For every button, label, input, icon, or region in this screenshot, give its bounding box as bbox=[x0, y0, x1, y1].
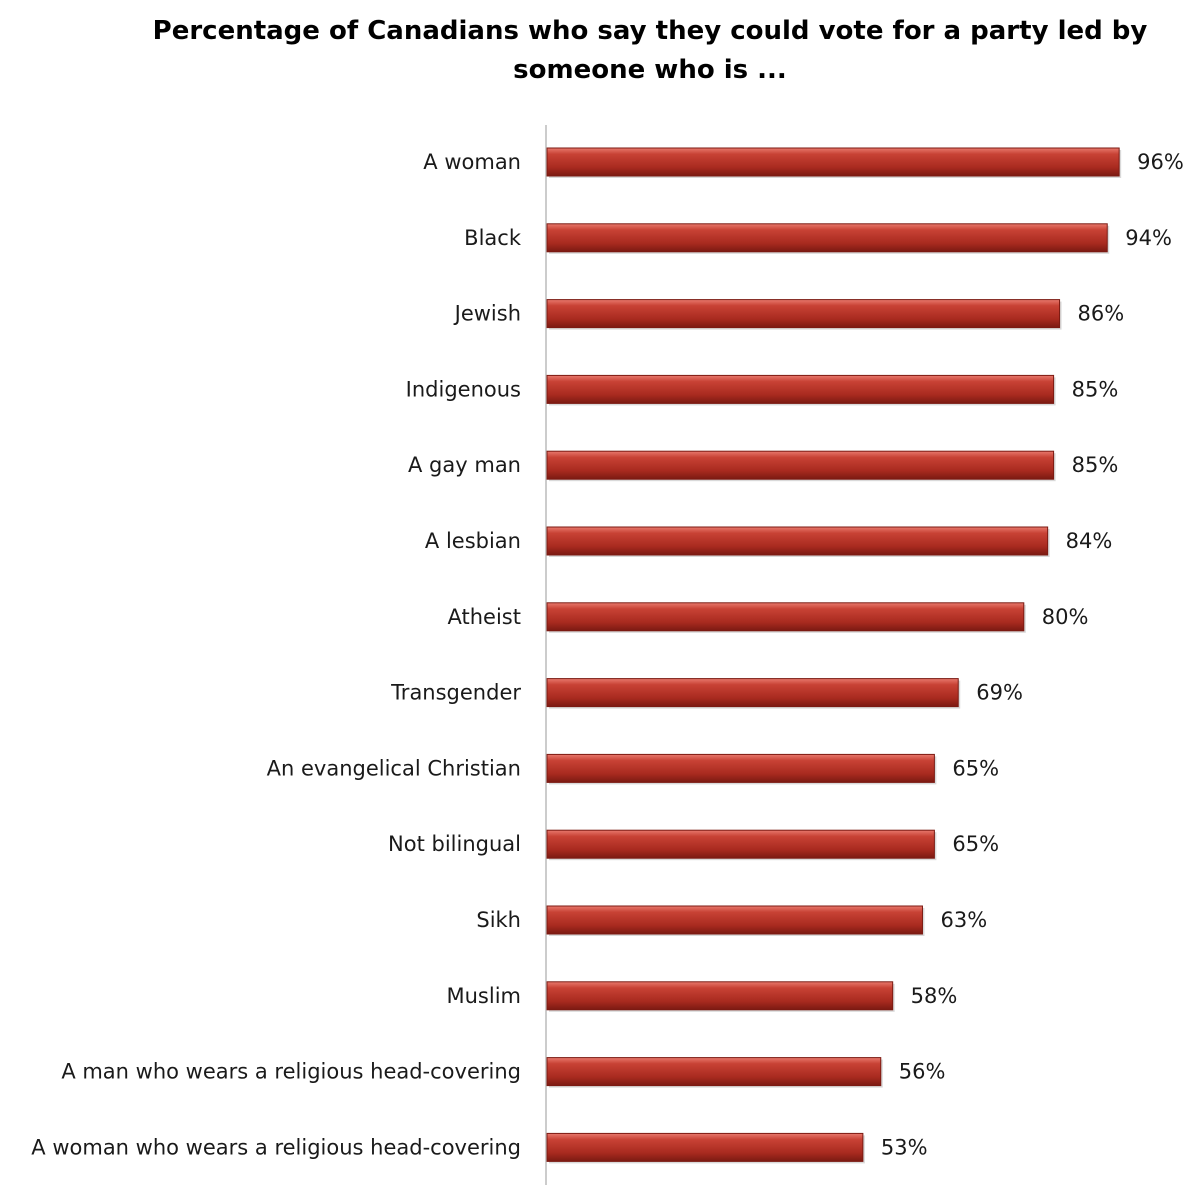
bar bbox=[546, 147, 1120, 177]
category-label: An evangelical Christian bbox=[267, 756, 521, 780]
value-label: 65% bbox=[952, 756, 999, 780]
value-label: 86% bbox=[1078, 302, 1125, 326]
category-label: A woman who wears a religious head-cover… bbox=[31, 1135, 521, 1159]
value-label: 94% bbox=[1125, 226, 1172, 250]
category-label: A gay man bbox=[408, 453, 521, 477]
bar-group: An evangelical Christian 65% bbox=[267, 753, 999, 785]
bar-group: A gay man 85% bbox=[408, 450, 1119, 482]
category-label: Not bilingual bbox=[388, 832, 521, 856]
bar-group: A man who wears a religious head-coverin… bbox=[61, 1057, 946, 1088]
bar bbox=[546, 981, 894, 1011]
bar-group: Not bilingual 65% bbox=[388, 829, 999, 861]
bar bbox=[546, 753, 935, 783]
category-label: Atheist bbox=[448, 605, 521, 629]
category-label: Sikh bbox=[476, 908, 521, 932]
category-label: Indigenous bbox=[406, 377, 521, 401]
bar bbox=[546, 678, 959, 708]
value-label: 58% bbox=[911, 984, 958, 1008]
bar-group: Black 94% bbox=[464, 223, 1172, 254]
category-label: Muslim bbox=[447, 984, 522, 1008]
bar bbox=[546, 1132, 864, 1162]
bar bbox=[546, 526, 1049, 556]
bar-group: Muslim 58% bbox=[447, 981, 958, 1012]
bar bbox=[546, 602, 1025, 632]
value-label: 85% bbox=[1072, 453, 1119, 477]
bar-group: A woman who wears a religious head-cover… bbox=[31, 1132, 928, 1164]
value-label: 53% bbox=[881, 1135, 928, 1159]
value-label: 84% bbox=[1066, 529, 1113, 553]
category-label: A lesbian bbox=[425, 529, 521, 553]
bar bbox=[546, 905, 923, 935]
bar-group: Atheist 80% bbox=[448, 602, 1089, 633]
category-label: Transgender bbox=[390, 681, 521, 705]
bar-group: Sikh 63% bbox=[476, 905, 987, 936]
value-label: 85% bbox=[1072, 377, 1119, 401]
bar-group: Transgender 69% bbox=[390, 678, 1023, 709]
value-label: 80% bbox=[1042, 605, 1089, 629]
category-label: Jewish bbox=[453, 302, 521, 326]
bar bbox=[546, 374, 1055, 404]
category-label: A woman bbox=[423, 150, 521, 174]
value-label: 56% bbox=[899, 1060, 946, 1084]
value-label: 69% bbox=[976, 681, 1023, 705]
bar bbox=[546, 450, 1055, 480]
value-label: 63% bbox=[940, 908, 987, 932]
bar-group: Jewish 86% bbox=[453, 299, 1125, 330]
bar-group: A woman 96% bbox=[423, 147, 1184, 178]
bar-group: A lesbian 84% bbox=[425, 526, 1113, 557]
bar bbox=[546, 829, 935, 859]
category-label: Black bbox=[464, 226, 522, 250]
category-label: A man who wears a religious head-coverin… bbox=[61, 1060, 521, 1084]
bar bbox=[546, 223, 1108, 253]
value-label: 65% bbox=[952, 832, 999, 856]
value-label: 96% bbox=[1137, 150, 1184, 174]
bar bbox=[546, 299, 1061, 329]
bar bbox=[546, 1057, 882, 1087]
chart-title: Percentage of Canadians who say they cou… bbox=[152, 16, 1148, 85]
bar-group: Indigenous 85% bbox=[406, 374, 1119, 406]
